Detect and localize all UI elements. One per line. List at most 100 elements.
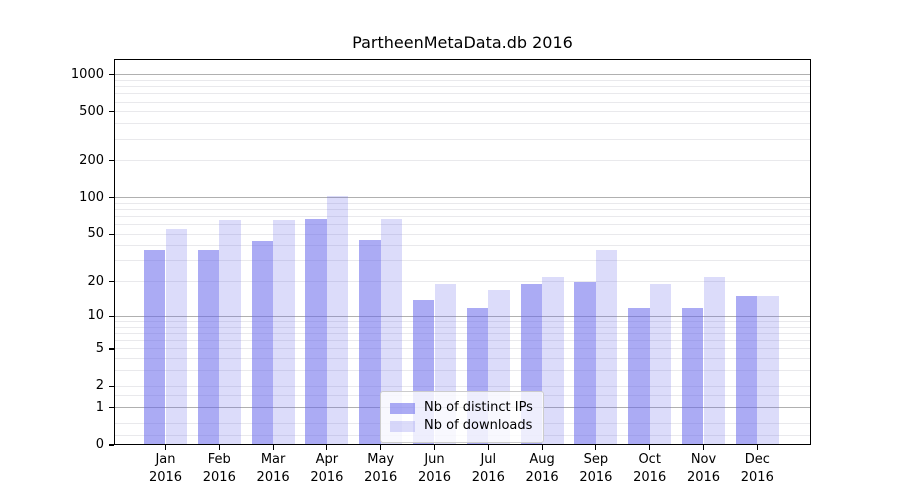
y-tick-mark xyxy=(109,407,114,409)
bar-distinct-ips xyxy=(628,307,650,445)
x-tick-mark xyxy=(326,445,328,450)
minor-gridline xyxy=(114,260,811,262)
major-gridline xyxy=(114,197,811,199)
y-tick-mark xyxy=(109,444,114,446)
minor-gridline xyxy=(114,79,811,81)
y-tick-label: 1 xyxy=(95,399,104,415)
x-tick-label: Oct 2016 xyxy=(633,452,667,485)
legend-label-distinct-ips: Nb of distinct IPs xyxy=(424,400,533,415)
bar-downloads xyxy=(649,284,672,445)
y-tick-label: 5 xyxy=(95,340,104,356)
y-tick-mark xyxy=(109,197,114,199)
y-tick-label: 100 xyxy=(79,189,104,205)
minor-gridline xyxy=(114,333,811,335)
minor-gridline xyxy=(114,348,811,350)
x-tick-label: Jun 2016 xyxy=(417,452,452,485)
y-tick-label: 2 xyxy=(95,378,104,394)
minor-gridline xyxy=(114,358,811,360)
x-tick-mark xyxy=(541,445,543,450)
major-gridline xyxy=(114,315,811,317)
x-tick-mark xyxy=(272,445,274,450)
minor-gridline xyxy=(114,101,811,103)
x-tick-mark xyxy=(702,445,705,450)
bar-distinct-ips xyxy=(574,281,596,445)
legend-swatch-distinct-ips-icon xyxy=(390,402,415,414)
minor-gridline xyxy=(114,370,811,372)
minor-gridline xyxy=(114,245,811,247)
bar-downloads xyxy=(219,220,241,445)
x-tick-label: May 2016 xyxy=(364,452,398,485)
minor-gridline xyxy=(114,385,811,387)
minor-gridline xyxy=(114,138,811,140)
x-tick-label: Jul 2016 xyxy=(471,452,505,485)
bar-distinct-ips xyxy=(251,240,274,445)
minor-gridline xyxy=(114,208,811,210)
bar-distinct-ips xyxy=(735,296,758,445)
minor-gridline xyxy=(114,86,811,88)
y-tick-mark xyxy=(109,281,114,283)
x-tick-mark xyxy=(380,445,382,450)
minor-gridline xyxy=(114,160,811,162)
bar-distinct-ips xyxy=(359,239,381,445)
minor-gridline xyxy=(114,216,811,218)
y-tick-label: 50 xyxy=(87,226,104,242)
bar-distinct-ips xyxy=(681,307,704,445)
legend-swatch-downloads-icon xyxy=(390,420,415,432)
y-tick-mark xyxy=(109,74,114,76)
x-tick-mark xyxy=(595,445,597,450)
bar-downloads xyxy=(326,196,349,445)
x-tick-label: Nov 2016 xyxy=(686,452,721,485)
x-tick-label: Jan 2016 xyxy=(148,452,183,485)
bar-downloads xyxy=(165,229,188,445)
bar-downloads xyxy=(595,250,618,445)
y-tick-mark xyxy=(109,315,114,318)
minor-gridline xyxy=(114,233,811,235)
x-tick-label: Dec 2016 xyxy=(740,452,774,485)
bar-downloads xyxy=(703,276,726,445)
x-tick-label: Apr 2016 xyxy=(310,452,344,485)
bar-downloads xyxy=(273,220,295,445)
bar-downloads xyxy=(380,218,403,445)
minor-gridline xyxy=(114,111,811,113)
legend-item-distinct-ips: Nb of distinct IPs xyxy=(390,400,533,416)
bar-distinct-ips xyxy=(143,250,166,445)
x-tick-mark xyxy=(433,445,436,450)
minor-gridline xyxy=(114,321,811,323)
major-gridline xyxy=(114,74,811,76)
x-tick-label: Aug 2016 xyxy=(525,452,559,485)
y-tick-mark xyxy=(109,233,114,235)
y-tick-label: 10 xyxy=(87,308,104,324)
y-tick-mark xyxy=(109,385,114,387)
minor-gridline xyxy=(114,224,811,226)
x-tick-mark xyxy=(218,445,220,450)
bar-downloads xyxy=(757,296,779,445)
x-tick-mark xyxy=(164,445,167,450)
y-tick-label: 200 xyxy=(79,152,104,168)
y-tick-mark xyxy=(109,348,114,350)
y-tick-label: 1000 xyxy=(70,66,104,82)
bar-downloads xyxy=(542,276,564,445)
chart-title: PartheenMetaData.db 2016 xyxy=(352,33,573,52)
legend-label-downloads: Nb of downloads xyxy=(424,418,533,433)
y-tick-mark xyxy=(109,111,114,113)
legend: Nb of distinct IPs Nb of downloads xyxy=(380,391,544,443)
y-tick-label: 0 xyxy=(95,437,104,452)
x-tick-label: Sep 2016 xyxy=(579,452,613,485)
x-tick-mark xyxy=(487,445,489,450)
x-tick-label: Mar 2016 xyxy=(256,452,290,485)
minor-gridline xyxy=(114,202,811,204)
y-tick-mark xyxy=(109,160,114,162)
y-tick-label: 20 xyxy=(87,273,104,289)
minor-gridline xyxy=(114,281,811,283)
y-tick-label: 500 xyxy=(79,103,104,119)
x-tick-mark xyxy=(756,445,758,450)
minor-gridline xyxy=(114,340,811,342)
x-tick-label: Feb 2016 xyxy=(202,452,236,485)
bar-distinct-ips xyxy=(197,250,220,445)
minor-gridline xyxy=(114,326,811,328)
minor-gridline xyxy=(114,93,811,95)
x-tick-mark xyxy=(649,445,651,450)
bar-distinct-ips xyxy=(305,218,327,445)
legend-item-downloads: Nb of downloads xyxy=(390,418,533,434)
